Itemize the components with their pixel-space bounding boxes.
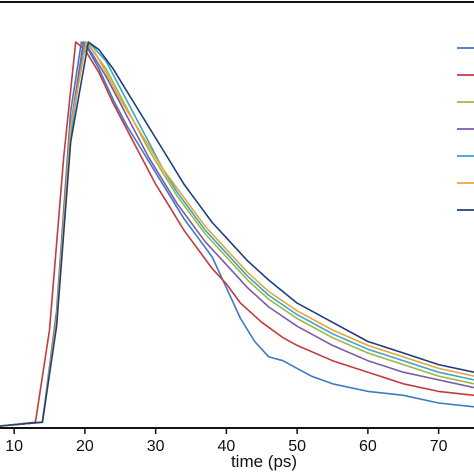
plot-frame [0, 1, 474, 429]
x-tick-label: 60 [359, 438, 377, 455]
x-tick-label: 70 [430, 438, 448, 455]
x-tick-label: 50 [288, 438, 306, 455]
series-line-7 [0, 41, 474, 427]
legend [457, 47, 474, 211]
x-tick-label: 20 [76, 438, 94, 455]
series-line-5 [0, 41, 474, 427]
series-line-6 [0, 41, 474, 427]
series-layer [0, 41, 474, 427]
x-tick-label: 30 [147, 438, 165, 455]
series-line-1 [0, 41, 474, 427]
x-tick-label: 40 [217, 438, 235, 455]
x-tick-label: 10 [5, 438, 23, 455]
series-line-2 [0, 41, 474, 427]
series-line-3 [0, 41, 474, 427]
x-axis-ticks: 10 20 30 40 50 60 70 [5, 428, 448, 455]
series-line-4 [0, 41, 474, 427]
x-axis-title: time (ps) [231, 452, 297, 471]
